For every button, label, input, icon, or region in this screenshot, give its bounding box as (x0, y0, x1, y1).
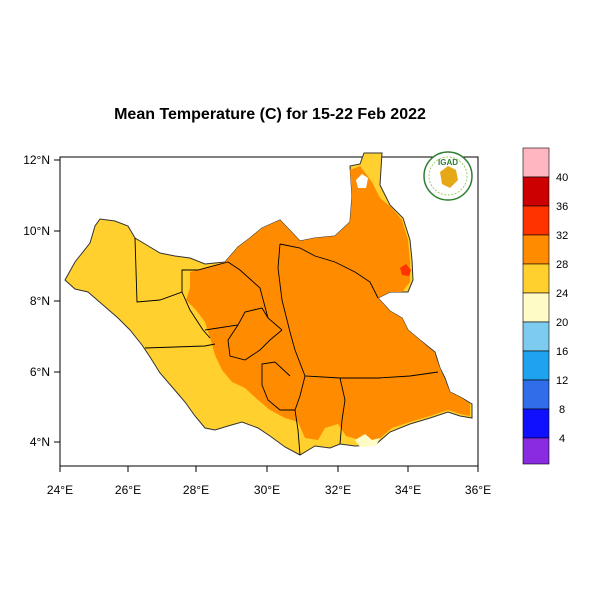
region-fill-32-36 (400, 264, 411, 276)
x-tick-label: 26°E (115, 483, 141, 497)
y-tick-label: 10°N (23, 224, 50, 238)
y-axis (54, 159, 60, 443)
colorbar-swatch (522, 234, 550, 265)
colorbar-label: 32 (556, 230, 568, 242)
y-tick-label: 8°N (30, 294, 50, 308)
x-tick-label: 28°E (183, 483, 209, 497)
colorbar-swatch (522, 437, 550, 465)
colorbar-label: 8 (559, 404, 565, 416)
colorbar-label: 36 (556, 201, 568, 213)
colorbar-swatch (522, 292, 550, 323)
x-tick-label: 24°E (47, 483, 73, 497)
colorbar-swatch (522, 408, 550, 439)
colorbar-swatch (522, 321, 550, 352)
colorbar-label: 20 (556, 317, 568, 329)
region-fill-28-32 (186, 166, 470, 440)
colorbar-swatch (522, 205, 550, 236)
colorbar-swatch (522, 263, 550, 294)
igad-logo: IGAD (423, 151, 473, 201)
colorbar-label: 16 (556, 346, 568, 358)
colorbar-swatch (522, 379, 550, 410)
colorbar-swatch (522, 176, 550, 207)
x-tick-label: 36°E (465, 483, 491, 497)
colorbar-label: 40 (556, 172, 568, 184)
colorbar-label: 24 (556, 288, 568, 300)
colorbar-swatch (522, 147, 550, 178)
colorbar (522, 147, 550, 465)
logo-map-icon (440, 166, 458, 188)
x-axis (59, 466, 479, 472)
x-tick-label: 34°E (395, 483, 421, 497)
colorbar-label: 4 (559, 433, 565, 445)
region-fill-20-24 (355, 434, 380, 447)
colorbar-label: 28 (556, 259, 568, 271)
logo-wreath-icon (428, 156, 468, 196)
colorbar-label: 12 (556, 375, 568, 387)
map-title: Mean Temperature (C) for 15-22 Feb 2022 (114, 106, 426, 123)
logo-text: IGAD (438, 158, 458, 167)
map-frame (59, 156, 479, 467)
x-tick-label: 30°E (254, 483, 280, 497)
x-tick-label: 32°E (325, 483, 351, 497)
y-tick-label: 12°N (23, 153, 50, 167)
colorbar-swatch (522, 350, 550, 381)
y-tick-label: 6°N (30, 365, 50, 379)
y-tick-label: 4°N (30, 435, 50, 449)
state-boundaries (134, 237, 439, 456)
region-gap-top (356, 174, 368, 188)
